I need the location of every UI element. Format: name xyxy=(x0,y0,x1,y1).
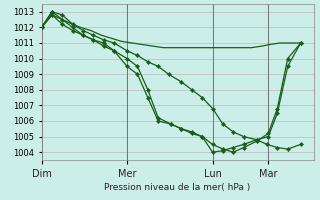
X-axis label: Pression niveau de la mer( hPa ): Pression niveau de la mer( hPa ) xyxy=(104,183,251,192)
